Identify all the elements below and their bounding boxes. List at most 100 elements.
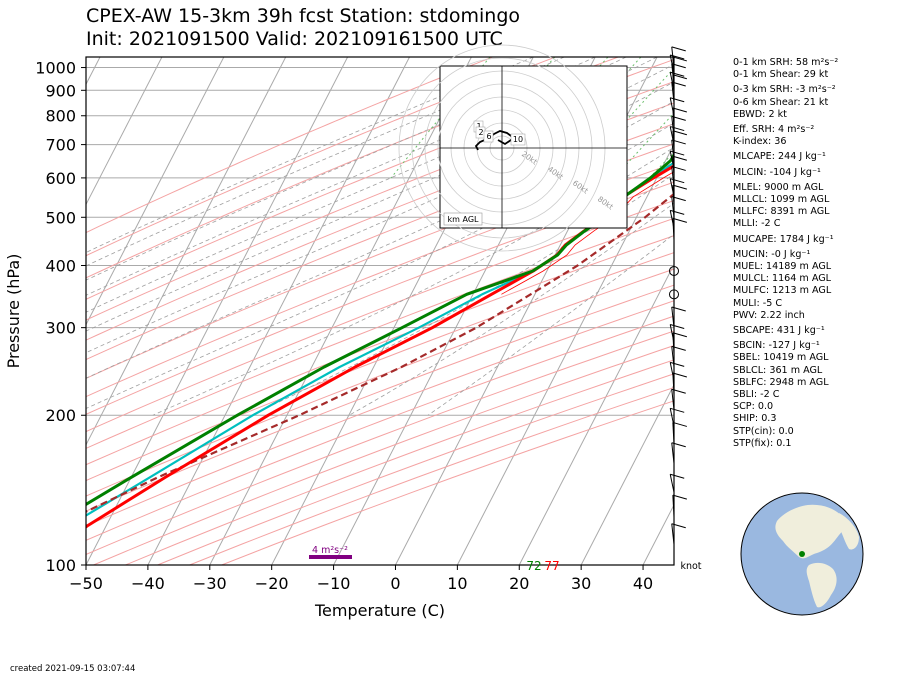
y-tick-label: 700 [45, 136, 76, 155]
hodograph-height-box [510, 133, 526, 146]
parameter-line: 0-1 km Shear: 29 kt [733, 69, 829, 81]
parameter-line: MLLFC: 8391 m AGL [733, 206, 830, 218]
wind-barb-flag [672, 184, 687, 190]
moist-adiabat [152, 146, 674, 416]
hodograph-height-label: 10 [513, 135, 523, 144]
y-tick-label: 600 [45, 169, 76, 188]
y-tick-label: 500 [45, 208, 76, 227]
virtual-temperature-line [501, 171, 674, 295]
station-marker [799, 551, 805, 557]
parameter-line: SBLI: -2 C [733, 389, 780, 401]
parameter-line: SCP: 0.0 [733, 401, 774, 413]
parameter-line: Eff. SRH: 4 m²s⁻² [733, 124, 815, 136]
hodograph-footer: km AGL [448, 215, 480, 224]
wind-barb-flag [670, 178, 685, 184]
created-timestamp: created 2021-09-15 03:07:44 [10, 664, 136, 674]
isotherm-gridline [209, 57, 472, 565]
dry-adiabat [86, 81, 674, 321]
x-tick-label: −10 [317, 574, 351, 593]
parameter-line: MULCL: 1164 m AGL [733, 273, 832, 285]
parameter-line: SBLCL: 361 m AGL [733, 364, 823, 376]
isotherm-gridline [456, 143, 674, 565]
parcel-profile-line [86, 192, 674, 513]
wind-barb-flag [672, 107, 687, 113]
mixing-ratio-line [573, 67, 674, 179]
wind-barb-flag [670, 324, 685, 330]
parameter-line: 0-1 km SRH: 58 m²s⁻² [733, 57, 839, 68]
parameter-line: MUEL: 14189 m AGL [733, 261, 832, 273]
isotherm-gridline [86, 57, 225, 326]
dry-adiabat [86, 315, 674, 541]
parameter-line: 0-6 km Shear: 21 kt [733, 96, 829, 108]
wind-barb-flag [670, 150, 685, 156]
y-tick-label: 200 [45, 406, 76, 425]
parameter-line: MLLCL: 1099 m AGL [733, 194, 830, 206]
parameter-line: MLLI: -2 C [733, 218, 781, 230]
wind-barb-flag [670, 97, 685, 103]
wind-barb-flag [672, 74, 687, 80]
y-tick-label: 300 [45, 319, 76, 338]
wind-barb-flag [672, 155, 687, 161]
sounding-parameters: 0-1 km SRH: 58 m²s⁻² 0-1 km Shear: 29 kt 0… [733, 57, 903, 450]
dewpoint-surface-label: 72 [526, 559, 541, 573]
dry-adiabat [86, 300, 674, 527]
isotherm-gridline [518, 263, 674, 565]
parameter-line: 0-3 km SRH: -3 m²s⁻² [733, 84, 836, 96]
wind-barb-flag [672, 56, 687, 62]
parameter-line: STP(fix): 0.1 [733, 437, 792, 449]
isotherm-gridline [580, 383, 674, 565]
x-tick-label: 40 [633, 574, 653, 593]
parameter-line: MULI: -5 C [733, 297, 783, 309]
y-tick-label: 900 [45, 81, 76, 100]
wind-barb-flag [670, 407, 685, 413]
mixing-ratio-line [613, 112, 674, 179]
parameter-line: MUCIN: -0 J kg⁻¹ [733, 248, 811, 260]
isotherm-gridline [86, 57, 163, 206]
wind-barb [669, 474, 675, 493]
wind-barb-flag [672, 217, 687, 223]
dry-adiabat [93, 345, 674, 565]
parameter-line: SBLFC: 2948 m AGL [733, 376, 829, 388]
dry-adiabat [86, 217, 674, 449]
parameter-line: SBCAPE: 431 J kg⁻¹ [733, 325, 825, 337]
parameter-line: MULFC: 1213 m AGL [733, 285, 832, 297]
y-tick-label: 1000 [35, 59, 76, 78]
dry-adiabat [86, 181, 674, 415]
x-tick-label: 10 [447, 574, 467, 593]
moist-adiabat [427, 233, 674, 416]
parameter-line: MLCIN: -104 J kg⁻¹ [733, 166, 821, 178]
x-tick-label: 30 [571, 574, 591, 593]
x-tick-label: 0 [390, 574, 400, 593]
isotherm-gridline [86, 57, 349, 565]
hodograph-height-label: 2 [478, 128, 483, 137]
wind-barb-flag [670, 473, 685, 479]
wind-barb-flag [670, 209, 685, 215]
parameter-line: K-index: 36 [733, 136, 787, 148]
moist-adiabat [86, 100, 674, 379]
barb-unit-label: knot [680, 561, 701, 572]
parameter-line: STP(cin): 0.0 [733, 425, 794, 437]
location-globe [740, 492, 864, 616]
chart-title: CPEX-AW 15-3km 39h fcst Station: stdomin… [86, 5, 521, 27]
x-tick-label: −20 [255, 574, 289, 593]
dry-adiabat [86, 57, 493, 234]
parameter-line: SBEL: 10419 m AGL [733, 352, 829, 364]
y-tick-label: 100 [45, 556, 76, 575]
parameter-line: SBCIN: -127 J kg⁻¹ [733, 340, 820, 352]
isotherm-gridline [86, 57, 287, 446]
wind-barb-flag [672, 332, 687, 338]
dry-adiabat [86, 284, 674, 512]
y-tick-label: 400 [45, 256, 76, 275]
x-tick-label: 20 [509, 574, 529, 593]
wind-barb-flag [670, 54, 685, 60]
chart-subtitle: Init: 2021091500 Valid: 202109161500 UTC [86, 28, 503, 50]
parameter-line: MLCAPE: 244 J kg⁻¹ [733, 151, 826, 163]
y-tick-label: 800 [45, 107, 76, 126]
dry-adiabat [86, 252, 674, 482]
plot-frame [85, 56, 675, 566]
y-axis-title: Pressure (hPa) [4, 254, 23, 369]
parameter-line: MLEL: 9000 m AGL [733, 181, 824, 193]
wind-barb-flag [672, 372, 687, 378]
